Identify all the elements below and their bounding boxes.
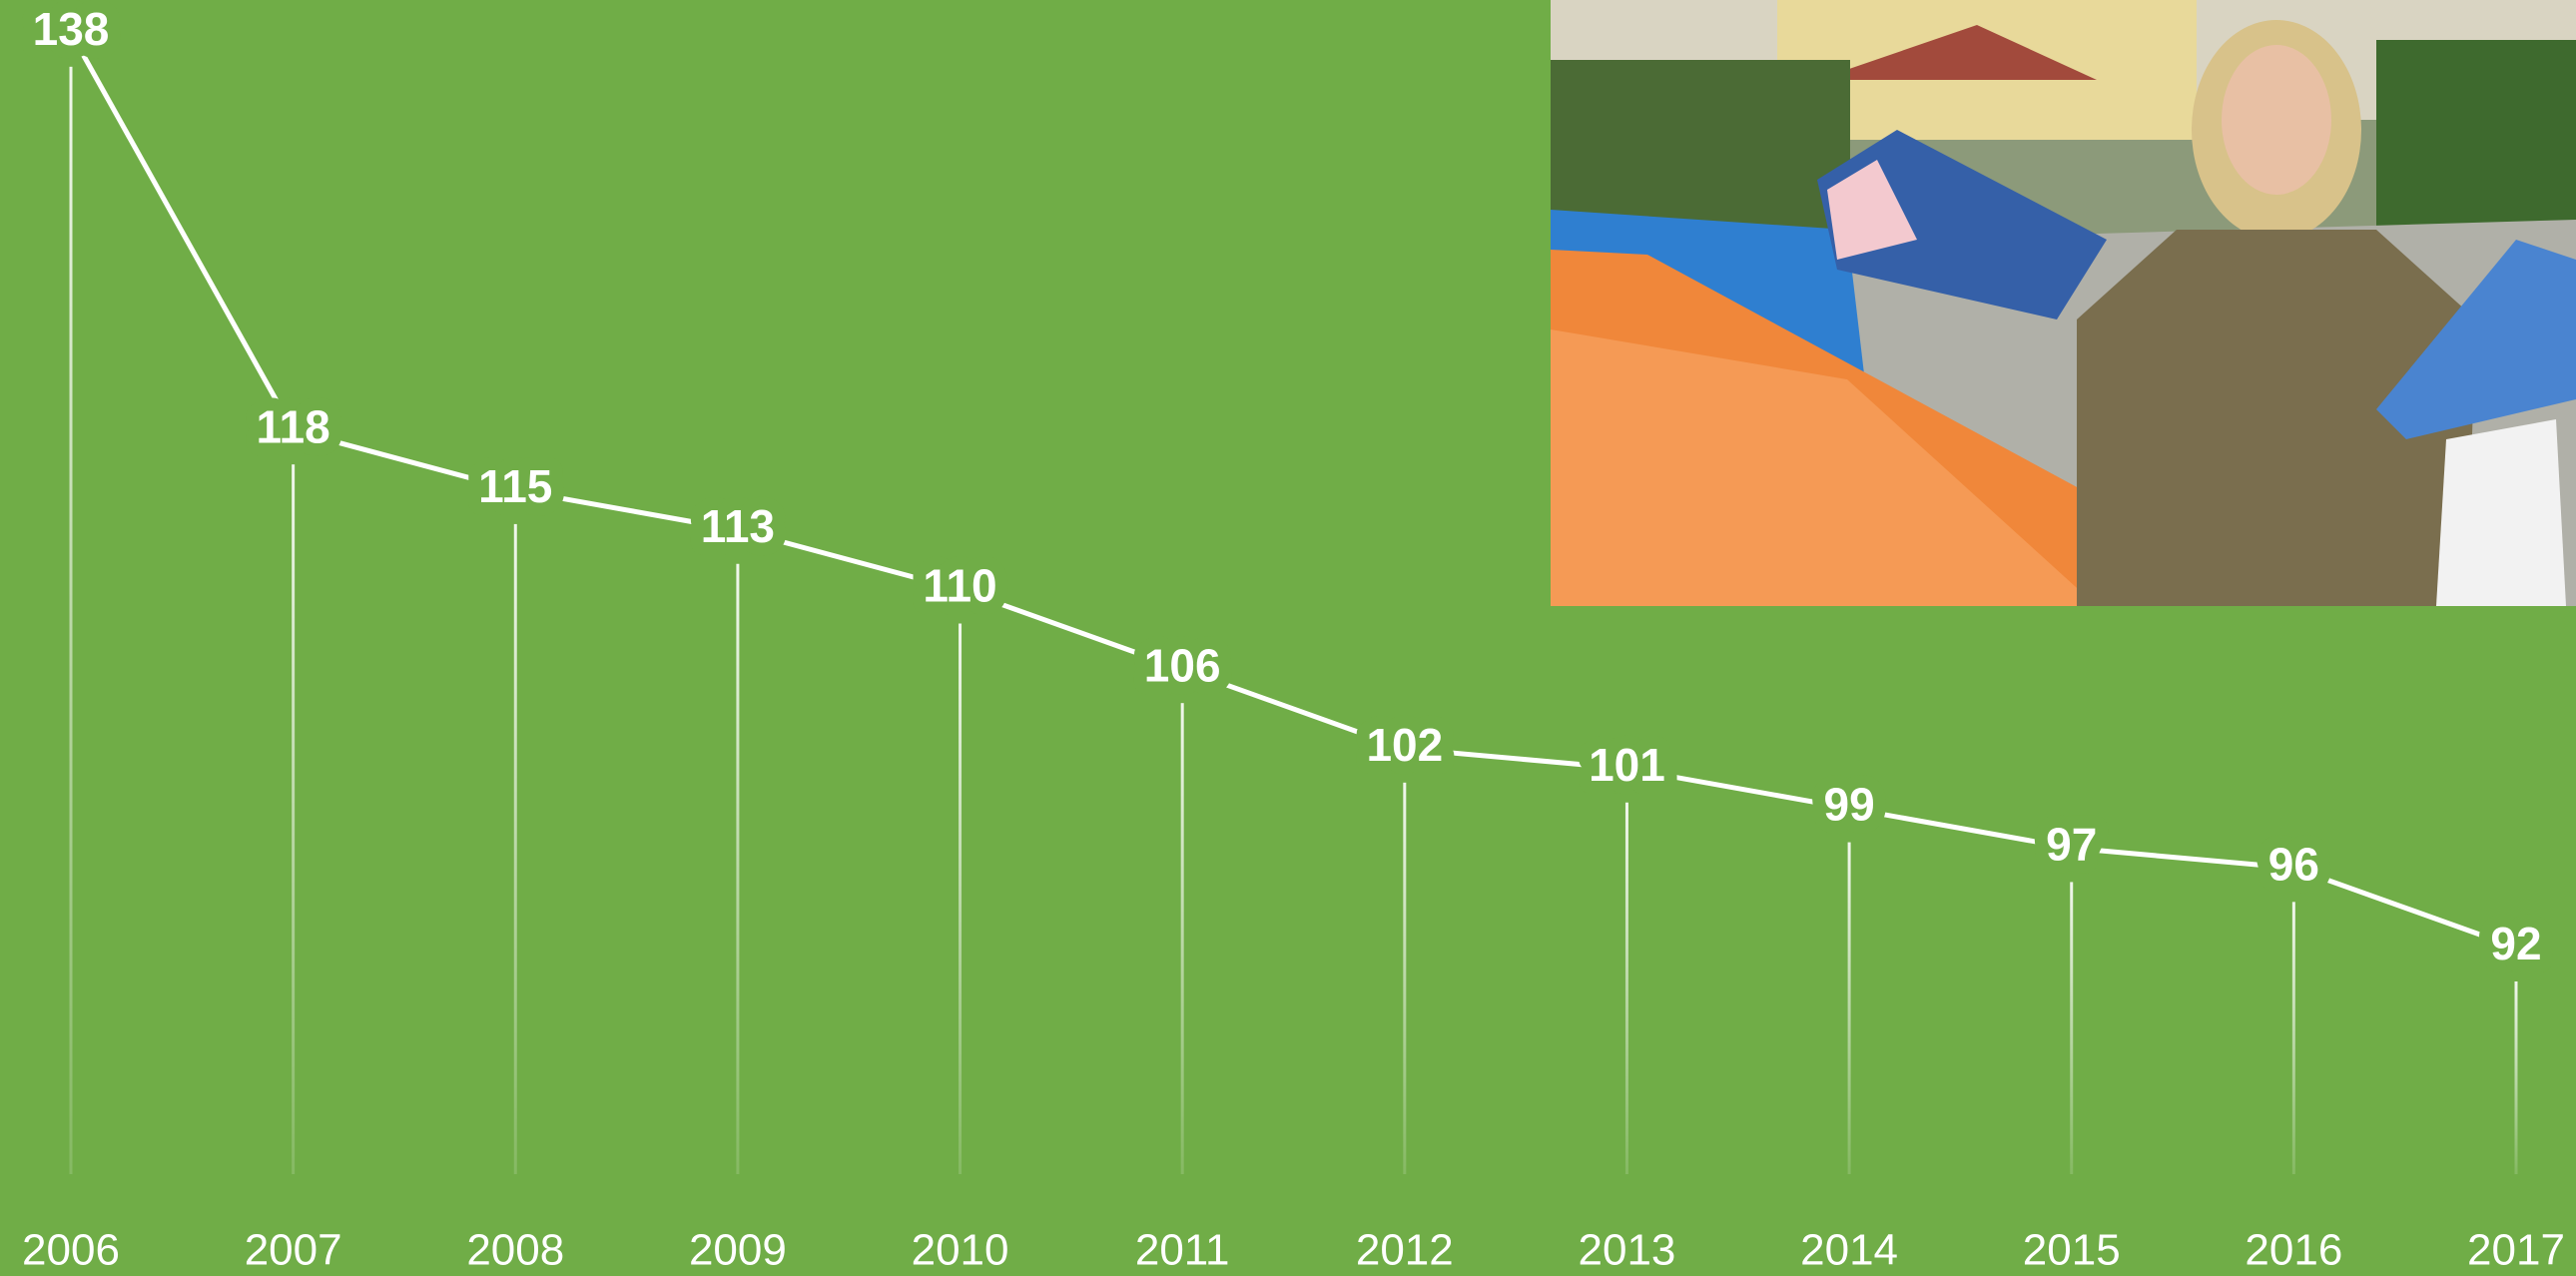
drop-line — [1403, 782, 1407, 1174]
drop-line — [2070, 882, 2074, 1174]
drop-line — [1624, 802, 1628, 1174]
x-tick-label: 2013 — [1579, 1226, 1676, 1275]
data-label: 113 — [701, 500, 775, 552]
drop-line — [1180, 703, 1184, 1174]
x-tick-label: 2011 — [1135, 1226, 1230, 1275]
drop-line — [736, 563, 740, 1174]
data-label: 96 — [2268, 838, 2319, 890]
drop-line — [513, 523, 517, 1174]
drop-line — [2514, 981, 2518, 1174]
x-tick-label: 2016 — [2245, 1226, 2342, 1275]
data-label: 138 — [33, 3, 110, 55]
photo — [1551, 0, 2576, 606]
x-tick-label: 2006 — [22, 1226, 120, 1275]
data-label: 97 — [2046, 819, 2097, 871]
drop-line — [1847, 842, 1851, 1174]
drop-line — [959, 623, 963, 1174]
data-label: 92 — [2490, 918, 2541, 969]
x-tick-label: 2015 — [2023, 1226, 2121, 1275]
x-tick-label: 2010 — [912, 1226, 1009, 1275]
x-tick-label: 2007 — [245, 1226, 342, 1275]
x-tick-label: 2017 — [2467, 1226, 2565, 1275]
x-tick-label: 2009 — [689, 1226, 787, 1275]
data-label: 115 — [478, 460, 552, 512]
data-label: 102 — [1366, 719, 1443, 771]
data-label: 118 — [257, 400, 330, 452]
drop-line — [292, 464, 296, 1175]
data-line — [68, 31, 2517, 951]
x-tick-label: 2008 — [466, 1226, 564, 1275]
data-label: 99 — [1824, 779, 1875, 831]
drop-line — [2291, 902, 2295, 1174]
drop-line — [69, 66, 73, 1174]
x-tick-label: 2012 — [1356, 1226, 1454, 1275]
data-label: 110 — [923, 560, 996, 612]
data-label: 106 — [1144, 639, 1221, 691]
x-tick-label: 2014 — [1800, 1226, 1898, 1275]
data-label: 101 — [1589, 739, 1665, 791]
